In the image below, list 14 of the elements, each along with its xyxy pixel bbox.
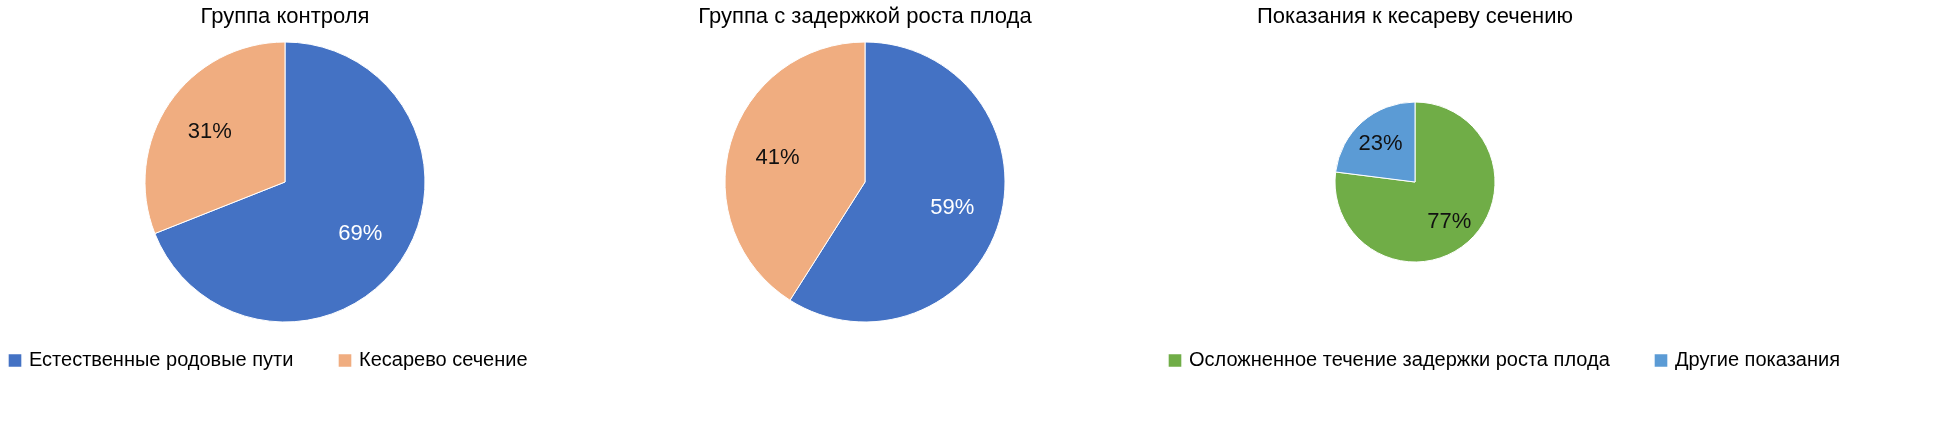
pie-slice (1334, 101, 1496, 263)
data-label: 41% (755, 143, 800, 169)
legend-label: Другие показания (1675, 348, 1840, 371)
legend-label: Кесарево сечение (359, 348, 528, 371)
chart-title: Группа с задержкой роста плода (698, 3, 1033, 28)
data-label: 23% (1358, 129, 1403, 155)
data-label: 69% (338, 220, 383, 246)
legend-label: Естественные родовые пути (29, 348, 294, 371)
data-label: 59% (930, 194, 975, 220)
chart-title: Группа контроля (200, 3, 370, 28)
chart-title: Показания к кесареву сечению (1257, 3, 1573, 28)
data-label: 77% (1427, 208, 1472, 234)
data-label: 31% (187, 117, 232, 143)
legend-label: Осложненное течение задержки роста плода (1189, 348, 1611, 371)
